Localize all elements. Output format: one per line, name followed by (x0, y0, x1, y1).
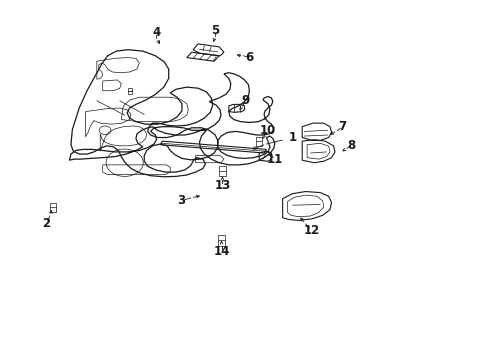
Text: 9: 9 (241, 94, 249, 107)
Text: 5: 5 (211, 24, 219, 37)
Text: 8: 8 (346, 139, 354, 152)
Text: 10: 10 (259, 124, 276, 137)
Text: 11: 11 (266, 153, 283, 166)
Text: 3: 3 (177, 194, 184, 207)
Text: 13: 13 (214, 179, 230, 192)
Text: 14: 14 (213, 245, 229, 258)
Text: 6: 6 (245, 51, 253, 64)
Text: 2: 2 (42, 217, 50, 230)
Text: 12: 12 (303, 224, 320, 237)
Text: 4: 4 (152, 26, 160, 39)
Text: 7: 7 (338, 120, 346, 133)
Text: 1: 1 (288, 131, 296, 144)
